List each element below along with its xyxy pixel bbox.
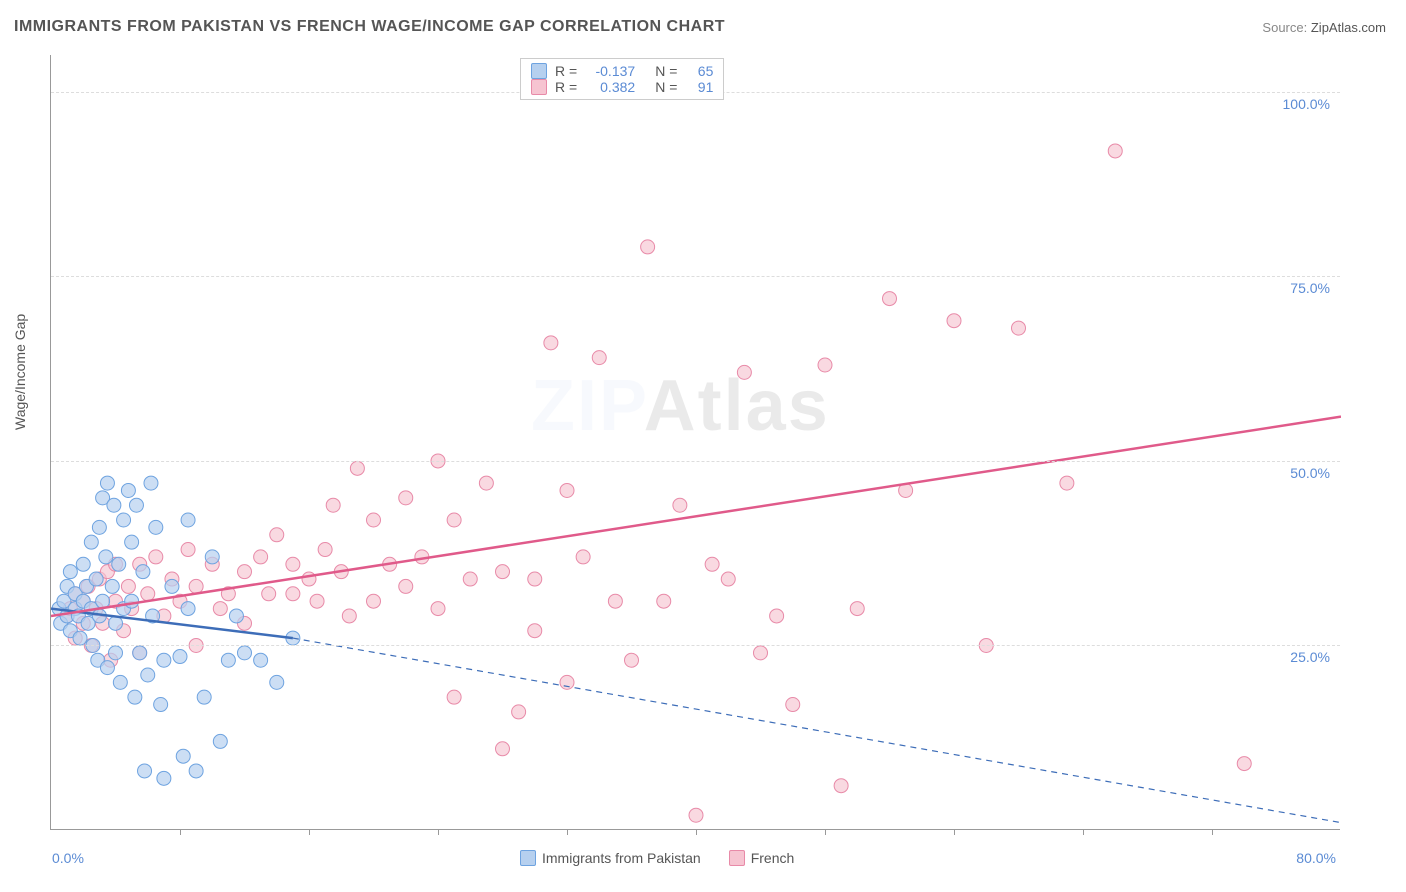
plot-area: ZIPAtlas 25.0%50.0%75.0%100.0% [50, 55, 1340, 830]
legend-label: French [751, 850, 795, 866]
legend-label: Immigrants from Pakistan [542, 850, 701, 866]
legend-swatch [531, 79, 547, 95]
x-tick [825, 829, 826, 835]
x-tick [1212, 829, 1213, 835]
gridline [51, 276, 1340, 277]
gridline [51, 645, 1340, 646]
x-tick [696, 829, 697, 835]
x-tick [1083, 829, 1084, 835]
x-tick [180, 829, 181, 835]
x-axis-max-label: 80.0% [1296, 850, 1336, 866]
series-legend: Immigrants from Pakistan French [520, 850, 794, 866]
y-tick-label: 100.0% [1283, 96, 1330, 112]
chart-title: IMMIGRANTS FROM PAKISTAN VS FRENCH WAGE/… [14, 18, 725, 36]
scatter-svg [51, 55, 1341, 830]
x-axis-min-label: 0.0% [52, 850, 84, 866]
legend-swatch [729, 850, 745, 866]
x-tick [954, 829, 955, 835]
chart-source: Source: ZipAtlas.com [1262, 20, 1386, 35]
legend-row: R = 0.382 N = 91 [531, 79, 713, 95]
r-value: -0.137 [585, 63, 635, 79]
x-tick [438, 829, 439, 835]
legend-swatch [520, 850, 536, 866]
n-value: 65 [685, 63, 713, 79]
legend-swatch [531, 63, 547, 79]
source-label: Source: [1262, 20, 1307, 35]
y-axis-label: Wage/Income Gap [12, 314, 28, 430]
r-label: R = [555, 63, 577, 79]
legend-item: Immigrants from Pakistan [520, 850, 701, 866]
source-value: ZipAtlas.com [1311, 20, 1386, 35]
legend-item: French [729, 850, 795, 866]
y-tick-label: 25.0% [1290, 649, 1330, 665]
n-label: N = [655, 79, 677, 95]
y-tick-label: 50.0% [1290, 465, 1330, 481]
r-value: 0.382 [585, 79, 635, 95]
gridline [51, 461, 1340, 462]
r-label: R = [555, 79, 577, 95]
n-label: N = [655, 63, 677, 79]
n-value: 91 [685, 79, 713, 95]
correlation-chart: IMMIGRANTS FROM PAKISTAN VS FRENCH WAGE/… [0, 0, 1406, 892]
correlation-legend: R = -0.137 N = 65 R = 0.382 N = 91 [520, 58, 724, 100]
y-tick-label: 75.0% [1290, 280, 1330, 296]
legend-row: R = -0.137 N = 65 [531, 63, 713, 79]
x-tick [309, 829, 310, 835]
x-tick [567, 829, 568, 835]
